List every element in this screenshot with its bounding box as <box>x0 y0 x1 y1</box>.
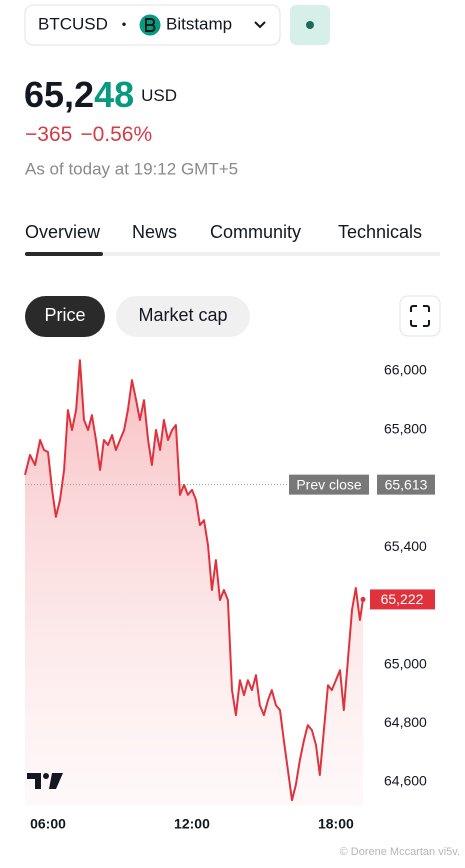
watermark: © Dorene Mccartan vi5v. <box>340 846 460 858</box>
last-value-tag <box>370 589 435 610</box>
tab[interactable]: News <box>132 222 177 242</box>
tab-indicator <box>25 252 103 256</box>
as-of: As of today at 19:12 GMT+5 <box>25 159 238 178</box>
fullscreen-button[interactable] <box>399 295 441 337</box>
price-button[interactable] <box>25 296 105 337</box>
y-tick-label: 66,000 <box>384 362 427 378</box>
prev-close-value: 65,613 <box>385 476 428 492</box>
button-label: Market cap <box>138 305 227 325</box>
symbol: BTCUSD <box>38 14 108 33</box>
area-fill <box>25 360 363 805</box>
fullscreen-icon <box>410 305 430 327</box>
tab[interactable]: Technicals <box>338 222 422 242</box>
prev-close-value-tag <box>377 474 435 495</box>
change-abs: −365 <box>25 123 72 146</box>
price-highlight: 48 <box>94 74 134 115</box>
currency: USD <box>141 86 177 105</box>
price-line <box>24 359 364 802</box>
price-main: 65,2 <box>24 74 94 115</box>
change: −365 −0.56% <box>25 123 152 146</box>
exchange: Bitstamp <box>166 14 232 33</box>
market-cap-button[interactable] <box>116 296 250 337</box>
price: 65,248 USD <box>24 74 177 115</box>
y-tick-label: 65,400 <box>384 538 427 554</box>
x-tick-label: 12:00 <box>174 816 210 832</box>
button-label: Price <box>44 305 85 325</box>
tab[interactable]: Overview <box>25 222 101 242</box>
x-tick-label: 06:00 <box>30 816 66 832</box>
status-dot <box>306 21 314 29</box>
exchange-logo <box>139 14 161 36</box>
y-tick-label: 65,000 <box>384 655 427 671</box>
last-point <box>360 596 366 602</box>
y-tick-label: 64,600 <box>384 773 427 789</box>
tv-logo <box>27 773 63 789</box>
change-pct: −0.56% <box>80 123 152 146</box>
x-tick-label: 18:00 <box>318 816 354 832</box>
y-tick-label: 65,800 <box>384 420 427 436</box>
chart: 64,600 64,800 65,000 65,400 65,800 66,000 06:0… <box>24 359 435 832</box>
tab[interactable]: Community <box>210 222 301 242</box>
y-tick-label: 64,800 <box>384 714 427 730</box>
separator: • <box>122 16 127 31</box>
prev-close-label: Prev close <box>296 476 362 492</box>
last-value-label: 65,222 <box>381 591 424 607</box>
chevron <box>254 21 266 29</box>
tab-track <box>25 252 440 256</box>
prev-close-tag <box>289 474 369 495</box>
